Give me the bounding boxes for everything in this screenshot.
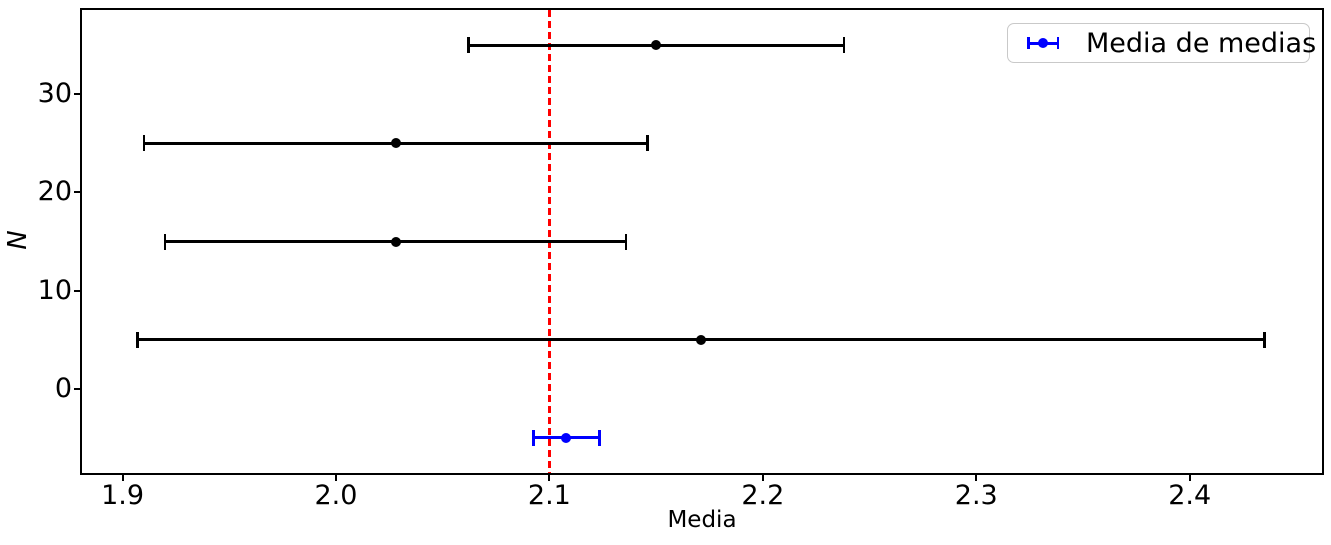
y-tick-mark [74,387,82,390]
y-axis-label: N [3,230,33,250]
legend: Media de medias [1007,23,1316,63]
x-tick-label: 2.3 [954,480,998,511]
x-tick-label: 2.4 [1168,480,1212,511]
errorbar-cap [142,135,146,152]
y-tick-mark [74,93,82,96]
x-tick-mark [975,473,978,481]
legend-errorbar-cap-left [1027,37,1030,49]
errorbar-cap [1263,331,1266,348]
legend-entry-label: Media de medias [1086,27,1317,59]
errorbar-cap [624,233,628,250]
y-tick-mark [74,191,82,194]
x-tick-label: 1.9 [101,480,145,511]
errorbar-cap [136,331,139,348]
x-tick-mark [121,473,124,481]
x-tick-label: 2.0 [314,480,358,511]
y-tick-label: 10 [37,274,72,306]
errorbar-cap [842,37,846,54]
data-point-marker [651,40,662,51]
data-point-marker [561,432,572,443]
data-point-marker [390,138,401,149]
x-tick-label: 2.2 [741,480,785,511]
plot-area [80,8,1324,475]
x-tick-mark [761,473,764,481]
x-tick-mark [334,473,337,481]
legend-errorbar-cap-right [1056,37,1059,49]
legend-errorbar-marker [1038,38,1048,48]
errorbar-cap [467,37,470,54]
legend-errorbar-icon [1027,35,1059,51]
x-tick-mark [548,473,551,481]
x-tick-label: 2.1 [527,480,571,511]
y-tick-mark [74,289,82,292]
errorbar-cap [646,135,649,152]
errorbar-cap [598,429,601,446]
x-axis-label: Media [667,507,737,533]
data-point-marker [695,334,706,345]
errorbar-cap [532,429,535,446]
x-tick-mark [1188,473,1191,481]
y-tick-label: 20 [37,176,72,208]
y-tick-label: 30 [37,78,72,110]
data-point-marker [390,236,401,247]
y-tick-label: 0 [54,372,72,404]
errorbar-cap [163,233,167,250]
